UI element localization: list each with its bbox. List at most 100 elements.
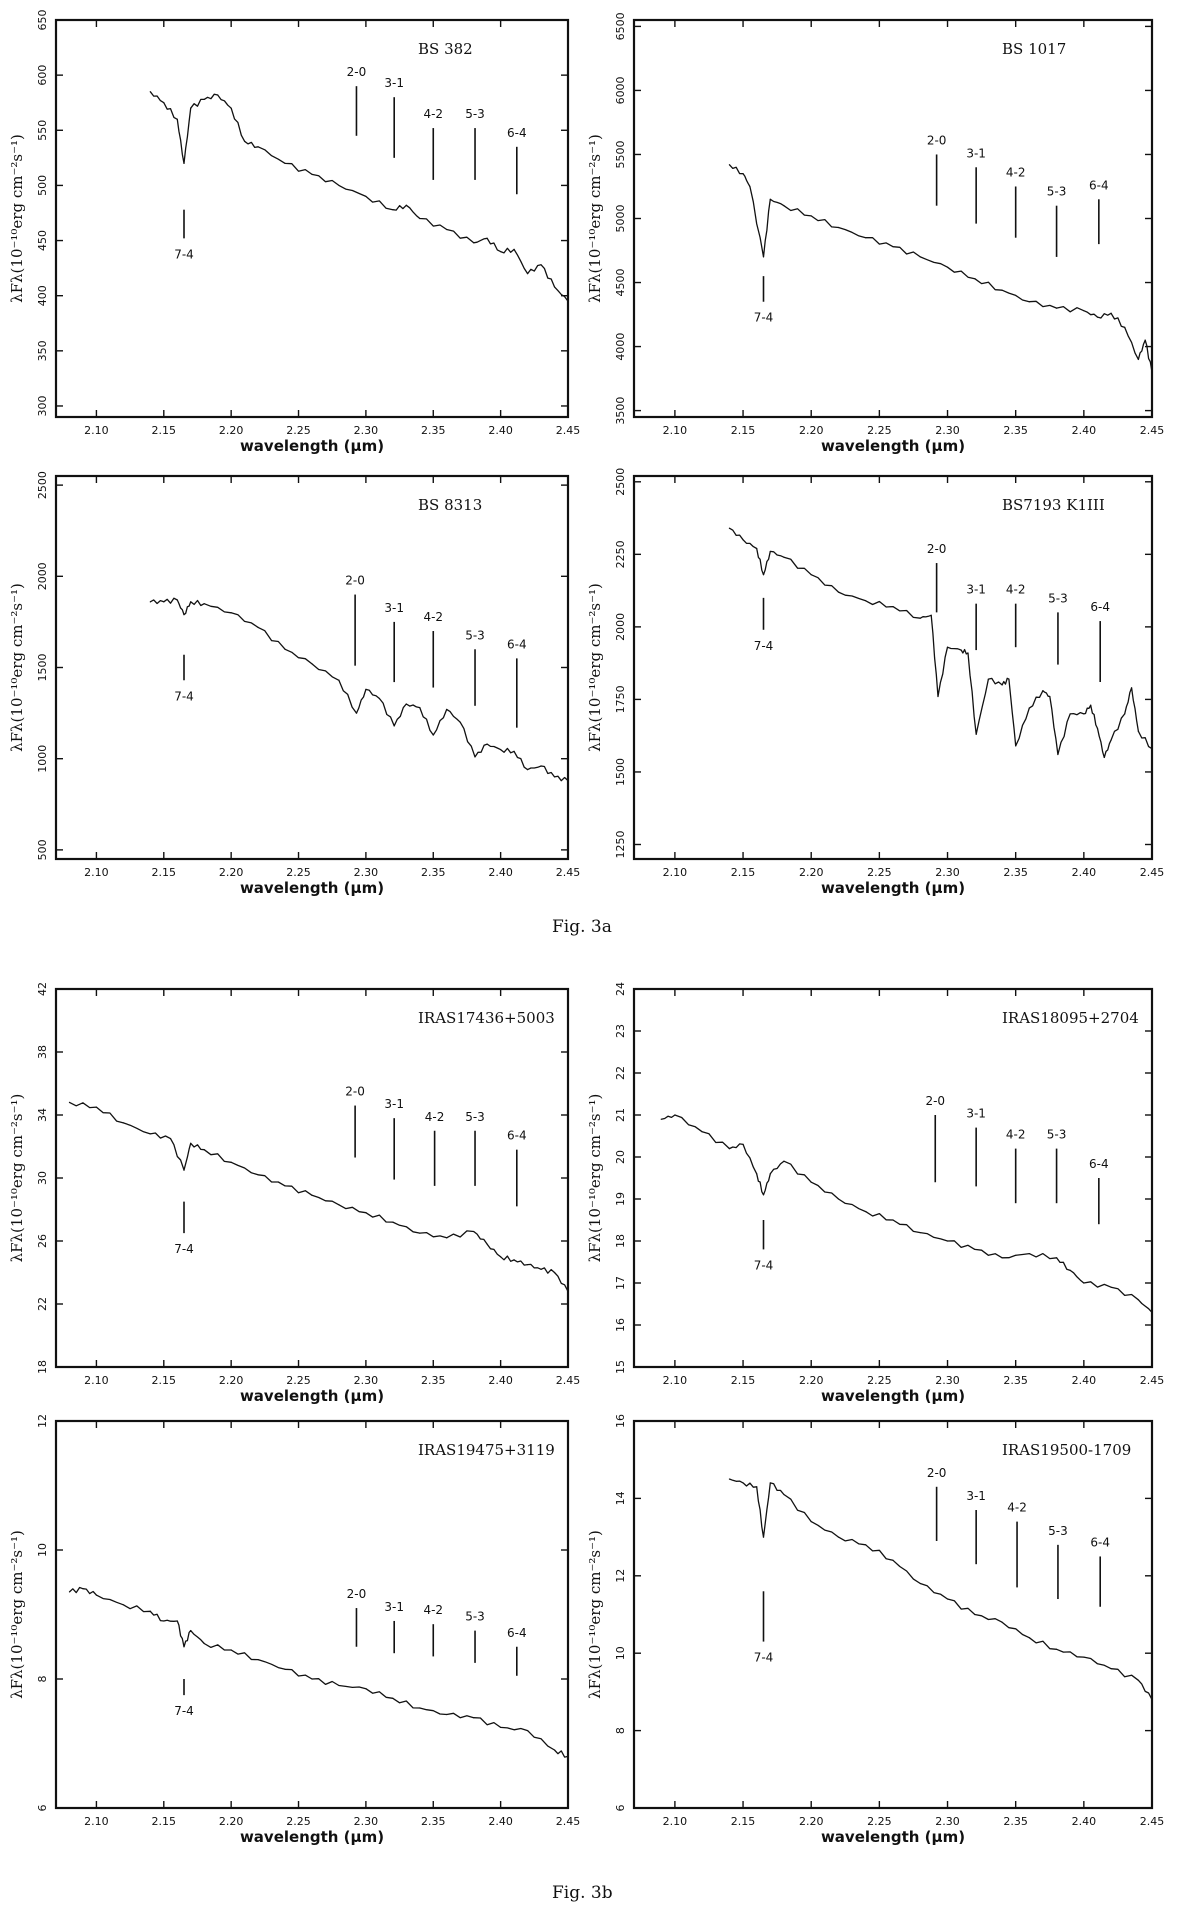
x-tick-label: 2.10 bbox=[663, 424, 688, 437]
y-axis-label: λFλ(10⁻¹⁰erg cm⁻²s⁻¹) bbox=[8, 583, 26, 752]
y-tick-label: 4000 bbox=[614, 333, 627, 361]
spectrum-point bbox=[68, 1591, 71, 1593]
spectrum-point bbox=[540, 765, 542, 767]
spectrum-point bbox=[257, 1659, 259, 1661]
plot-frame bbox=[54, 987, 570, 1369]
spectrum-point bbox=[203, 603, 205, 605]
spectrum-point bbox=[122, 1122, 124, 1124]
spectrum-point bbox=[419, 1707, 421, 1709]
spectrum-point bbox=[432, 734, 434, 736]
plot-frame bbox=[632, 1419, 1154, 1810]
band-label: 7-4 bbox=[174, 1242, 194, 1256]
x-tick-label: 2.45 bbox=[1140, 866, 1165, 879]
band-label: 6-4 bbox=[1090, 1535, 1110, 1549]
y-tick-label: 18 bbox=[36, 1360, 49, 1374]
spectrum-point bbox=[1124, 326, 1126, 328]
spectrum-point bbox=[865, 1544, 867, 1546]
x-axis-label: wavelength (μm) bbox=[240, 1387, 384, 1405]
spectrum-line bbox=[728, 164, 1153, 373]
band-label: 7-4 bbox=[754, 1651, 774, 1665]
y-tick-label: 26 bbox=[36, 1234, 49, 1248]
spectrum-point bbox=[728, 1148, 731, 1150]
spectrum-point bbox=[1083, 713, 1085, 715]
spectrum-point bbox=[95, 1594, 98, 1596]
band-label: 2-0 bbox=[345, 574, 365, 588]
spectrum-point bbox=[190, 107, 192, 109]
spectrum-point bbox=[1083, 310, 1085, 312]
y-tick-label: 8 bbox=[614, 1727, 627, 1734]
spectrum-point bbox=[1151, 748, 1153, 750]
x-tick-label: 2.45 bbox=[556, 1815, 581, 1828]
x-tick-label: 2.25 bbox=[867, 424, 892, 437]
spectrum-point bbox=[1137, 1299, 1139, 1301]
spectrum-point bbox=[810, 574, 812, 576]
y-tick-label: 23 bbox=[614, 1024, 627, 1038]
band-label: 2-0 bbox=[927, 133, 947, 147]
spectrum-point bbox=[892, 605, 894, 608]
spectrum-point bbox=[892, 1559, 894, 1561]
y-axis-label: λFλ(10⁻¹⁰erg cm⁻²s⁻¹) bbox=[586, 1094, 604, 1263]
spectrum-point bbox=[930, 614, 932, 616]
spectrum-point bbox=[1151, 1699, 1153, 1701]
band-label: 4-2 bbox=[425, 1110, 445, 1124]
spectrum-point bbox=[473, 1717, 475, 1719]
spectrum-point bbox=[284, 162, 286, 164]
chart-panel-7: 2.10 2.15 2.20 2.25 2.30 2.35 2.40 2.45 6 8 10 12 wa… bbox=[8, 1414, 580, 1846]
spectrum-point bbox=[163, 601, 165, 603]
spectrum-point bbox=[756, 1173, 758, 1175]
spectrum-point bbox=[149, 1610, 151, 1612]
spectrum-line bbox=[69, 1101, 569, 1292]
spectrum-point bbox=[769, 1173, 771, 1175]
spectrum-point bbox=[540, 264, 542, 266]
spectrum-point bbox=[284, 648, 286, 650]
y-tick-label: 1000 bbox=[36, 745, 49, 773]
spectrum-point bbox=[810, 1521, 812, 1523]
spectrum-point bbox=[756, 547, 758, 550]
band-label: 6-4 bbox=[507, 126, 527, 140]
spectrum-point bbox=[526, 273, 529, 275]
band-label: 7-4 bbox=[754, 311, 774, 325]
band-label: 6-4 bbox=[1089, 1157, 1109, 1171]
spectrum-point bbox=[937, 695, 939, 698]
spectrum-point bbox=[365, 1688, 367, 1690]
x-axis-label: wavelength (μm) bbox=[240, 1828, 384, 1846]
chart-panel-3: 2.10 2.15 2.20 2.25 2.30 2.35 2.40 2.45 500 1000 1… bbox=[8, 471, 580, 897]
band-label: 4-2 bbox=[423, 107, 443, 121]
spectrum-point bbox=[742, 1143, 744, 1145]
spectrum-point bbox=[1110, 312, 1112, 314]
x-tick-label: 2.15 bbox=[731, 1374, 756, 1387]
band-label: 3-1 bbox=[966, 583, 986, 597]
spectrum-point bbox=[446, 1237, 448, 1239]
x-tick-label: 2.40 bbox=[1072, 1815, 1097, 1828]
spectrum-point bbox=[446, 228, 448, 231]
spectrum-point bbox=[1001, 1257, 1003, 1259]
x-tick-label: 2.45 bbox=[1140, 424, 1165, 437]
chart-panel-5: 2.10 2.15 2.20 2.25 2.30 2.35 2.40 2.45 18 22 26 30… bbox=[8, 982, 580, 1405]
y-tick-label: 20 bbox=[614, 1150, 627, 1164]
x-tick-label: 2.10 bbox=[663, 866, 688, 879]
spectrum-point bbox=[190, 1630, 192, 1632]
x-tick-label: 2.15 bbox=[731, 866, 756, 879]
spectrum-point bbox=[1008, 678, 1010, 680]
spectrum-point bbox=[183, 162, 185, 164]
spectrum-point bbox=[474, 756, 476, 758]
x-tick-label: 2.40 bbox=[1072, 424, 1097, 437]
spectrum-point bbox=[95, 1106, 98, 1108]
x-tick-label: 2.40 bbox=[488, 1374, 513, 1387]
x-tick-label: 2.35 bbox=[1003, 1815, 1028, 1828]
spectrum-point bbox=[1096, 727, 1099, 730]
x-tick-label: 2.30 bbox=[354, 866, 379, 879]
x-tick-label: 2.35 bbox=[421, 866, 446, 879]
spectrum-point bbox=[311, 1194, 313, 1196]
spectrum-point bbox=[919, 1582, 921, 1585]
spectrum-point bbox=[1001, 289, 1003, 291]
spectrum-line bbox=[69, 1586, 569, 1758]
spectrum-point bbox=[176, 599, 178, 601]
spectrum-point bbox=[338, 679, 340, 681]
y-tick-label: 500 bbox=[36, 839, 49, 860]
band-label: 5-3 bbox=[1048, 591, 1068, 605]
band-label: 3-1 bbox=[384, 1600, 404, 1614]
x-tick-label: 2.40 bbox=[488, 1815, 513, 1828]
spectrum-point bbox=[762, 256, 765, 258]
plot-frame bbox=[632, 987, 1154, 1369]
